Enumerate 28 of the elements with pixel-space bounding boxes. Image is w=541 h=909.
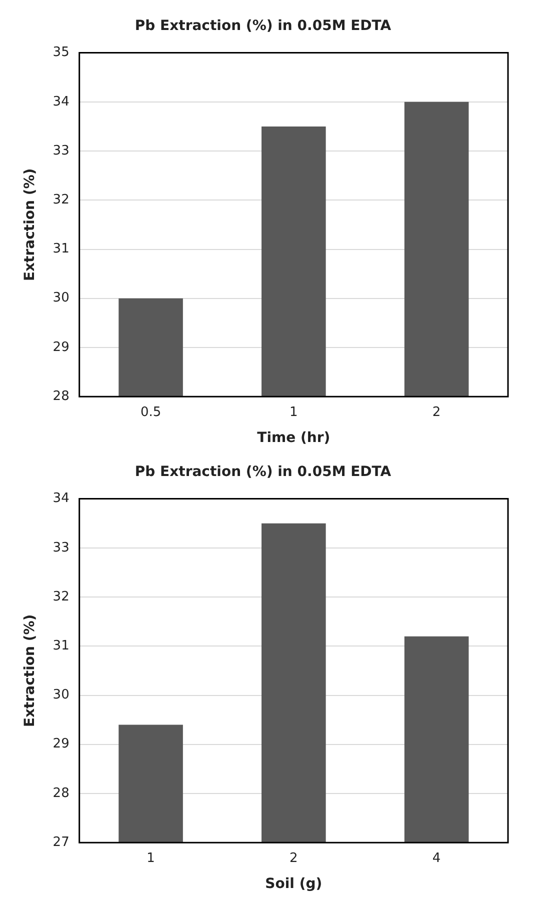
chart-title: Pb Extraction (%) in 0.05M EDTA [134,464,392,480]
x-axis-title: Time (hr) [257,430,330,446]
y-tick-label: 30 [52,688,70,703]
y-tick-label: 32 [52,589,70,604]
y-tick-label: 34 [52,491,70,506]
x-tick-label: 1 [290,404,298,420]
y-tick-label: 28 [52,786,70,801]
x-tick-label: 1 [146,850,155,866]
y-axis-title: Extraction (%) [22,168,38,282]
y-tick-label: 34 [52,94,70,110]
x-tick-label: 0.5 [140,404,162,420]
y-tick-label: 35 [52,45,70,60]
y-tick-label: 29 [52,736,70,752]
x-tick-label: 4 [432,850,441,866]
y-tick-label: 31 [52,638,70,654]
chart-title: Pb Extraction (%) in 0.05M EDTA [134,18,392,34]
y-tick-label: 33 [52,540,70,556]
x-tick-label: 2 [290,850,298,866]
y-tick-label: 30 [52,290,70,306]
y-tick-label: 33 [52,143,70,158]
y-tick-label: 32 [52,192,70,208]
x-axis-title: Soil (g) [265,876,322,892]
y-tick-label: 27 [52,834,70,850]
y-axis-title: Extraction (%) [22,614,38,728]
y-tick-label: 29 [52,340,70,355]
y-tick-label: 28 [52,388,70,404]
x-tick-label: 2 [432,404,441,420]
y-tick-label: 31 [52,242,70,257]
